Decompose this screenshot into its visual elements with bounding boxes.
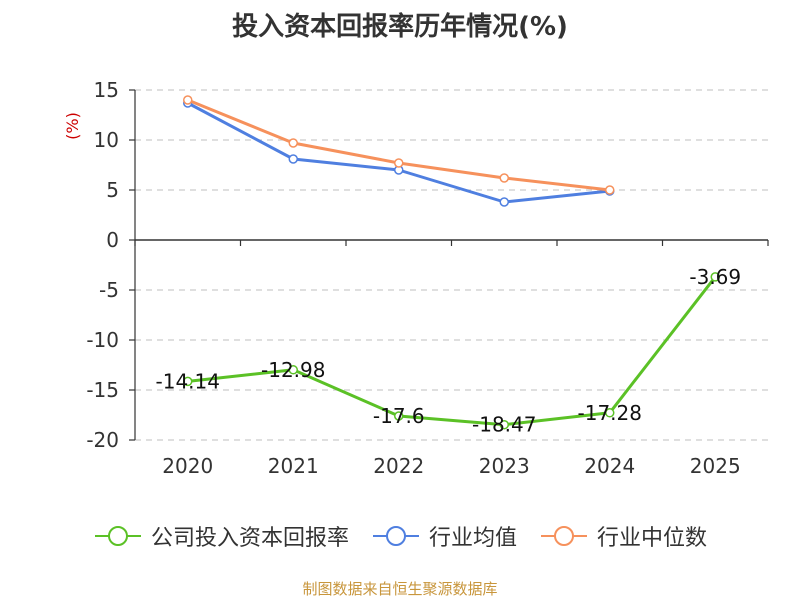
y-tick-label: 0 — [106, 228, 119, 252]
legend-label-industry-median: 行业中位数 — [597, 526, 708, 551]
chart-title: 投入资本回报率历年情况(%) — [232, 12, 568, 42]
y-tick-label: -15 — [86, 378, 119, 402]
legend: 公司投入资本回报率 行业均值 行业中位数 — [0, 520, 800, 552]
legend-item-industry-avg[interactable]: 行业均值 — [371, 520, 517, 552]
grid-lines — [135, 89, 768, 441]
data-point[interactable] — [499, 197, 509, 207]
legend-item-industry-median[interactable]: 行业中位数 — [539, 520, 707, 552]
y-tick-label: -5 — [99, 278, 119, 302]
data-label: -3.69 — [689, 265, 741, 289]
data-point[interactable] — [394, 411, 404, 421]
data-label: -12.98 — [261, 358, 325, 382]
x-tick-label: 2023 — [479, 454, 530, 478]
data-point[interactable] — [288, 138, 298, 148]
data-label: -17.6 — [373, 404, 425, 428]
legend-marker-industry-avg — [372, 526, 419, 546]
data-point[interactable] — [499, 173, 509, 183]
legend-marker-industry-median — [541, 526, 587, 546]
series-line — [187, 275, 717, 427]
data-point[interactable] — [183, 95, 193, 105]
legend-label-industry-avg: 行业均值 — [428, 526, 517, 551]
data-point[interactable] — [288, 154, 298, 164]
x-tick-label: 2025 — [690, 454, 741, 478]
x-tick-label: 2022 — [373, 454, 424, 478]
series-group — [183, 95, 720, 430]
data-point[interactable] — [394, 158, 404, 168]
x-tick-label: 2024 — [584, 454, 635, 478]
x-tick-label: 2021 — [268, 454, 319, 478]
legend-marker-company — [94, 526, 141, 546]
data-point[interactable] — [605, 185, 615, 195]
series-line — [187, 101, 610, 204]
axes: 15 10 5 0 -5 -10 -15 -20 2020 2021 2022 2023 2024 202… — [86, 78, 769, 478]
data-point[interactable] — [710, 272, 720, 282]
data-point[interactable] — [288, 365, 298, 375]
x-tick-label: 2020 — [162, 454, 213, 478]
data-label: -17.28 — [578, 401, 642, 425]
y-tick-label: 5 — [106, 178, 119, 202]
y-tick-label: -20 — [86, 428, 119, 452]
legend-label-company: 公司投入资本回报率 — [150, 526, 349, 551]
series-line — [187, 98, 610, 192]
data-source: 制图数据来自恒生聚源数据库 — [302, 580, 498, 598]
data-point[interactable] — [499, 419, 509, 430]
y-axis-label: (%) — [63, 112, 82, 140]
data-label: -18.47 — [472, 413, 536, 437]
y-tick-label: -10 — [86, 328, 119, 352]
data-point[interactable] — [605, 408, 615, 418]
data-label: -14.14 — [156, 369, 220, 393]
y-tick-label: 10 — [94, 128, 119, 152]
y-tick-label: 15 — [94, 78, 119, 102]
data-labels: -14.14 -12.98 -17.6 -18.47 -17.28 -3.69 — [156, 265, 742, 437]
legend-item-company[interactable]: 公司投入资本回报率 — [93, 520, 349, 552]
data-point[interactable] — [183, 376, 193, 387]
